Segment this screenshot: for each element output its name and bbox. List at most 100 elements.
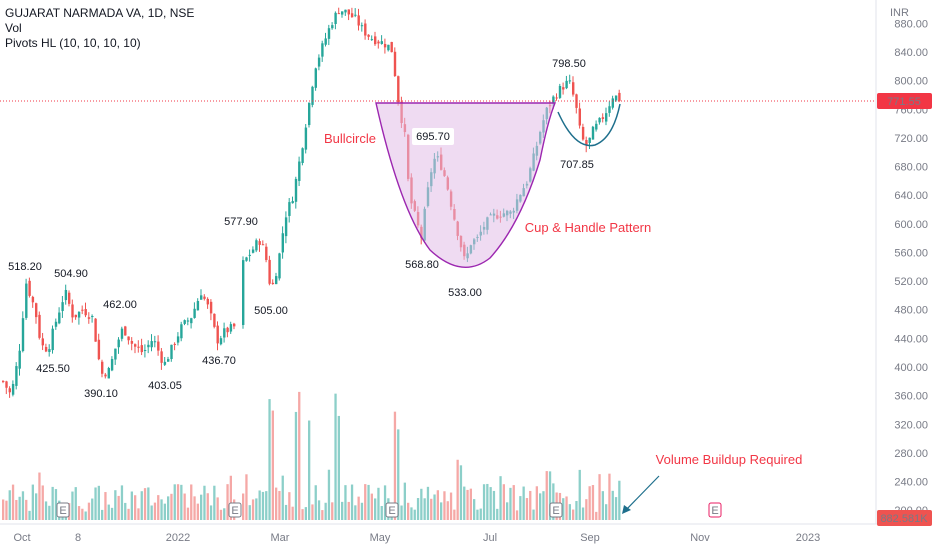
volume-bar	[77, 506, 81, 520]
symbol-title[interactable]: GUJARAT NARMADA VA, 1D, NSE	[5, 6, 195, 20]
candle-body	[281, 233, 284, 253]
volume-bar	[476, 509, 479, 520]
chart-annotation-text: Volume Buildup Required	[656, 452, 803, 467]
chart-annotation-text: Bullcircle	[324, 131, 376, 146]
volume-bar	[502, 484, 505, 520]
volume-bar	[377, 487, 380, 520]
candle-body	[578, 108, 581, 126]
volume-bar	[28, 510, 31, 520]
volume-bar	[542, 491, 545, 520]
candle-body	[591, 126, 595, 140]
handle-pattern-curve[interactable]	[557, 103, 621, 147]
candle-body	[143, 349, 147, 351]
volume-bar	[423, 498, 426, 520]
candle-body	[397, 76, 400, 103]
pivot-label: 403.05	[148, 380, 182, 392]
earnings-marker[interactable]	[385, 502, 399, 518]
candle-body	[618, 92, 621, 101]
candle-body	[233, 323, 236, 327]
cup-pattern-shape[interactable]	[375, 102, 557, 268]
candle-body	[15, 366, 18, 386]
volume-bar	[268, 399, 271, 520]
volume-bar	[104, 492, 107, 520]
volume-bar	[522, 486, 525, 520]
volume-bar	[605, 504, 608, 520]
candle-body	[8, 388, 11, 393]
candle-body	[301, 148, 304, 163]
volume-bar	[41, 485, 44, 520]
candle-body	[304, 127, 308, 150]
volume-bar	[601, 491, 604, 520]
candle-body	[74, 314, 77, 318]
candle-body	[81, 309, 84, 311]
candle-body	[124, 326, 127, 336]
volume-bar	[120, 485, 124, 520]
candle-body	[38, 314, 41, 338]
candle-body	[196, 300, 200, 311]
pivots-indicator-label[interactable]: Pivots HL (10, 10, 10, 10)	[5, 36, 141, 50]
candle-body	[311, 86, 314, 105]
volume-bar	[403, 482, 406, 520]
currency-label: INR	[890, 7, 909, 19]
volume-bar	[140, 491, 143, 520]
volume-bar	[397, 429, 400, 520]
volume-bar	[160, 499, 163, 520]
candle-body	[137, 346, 140, 348]
volume-bar	[25, 499, 28, 520]
candle-body	[223, 328, 226, 338]
volume-bar	[562, 498, 565, 520]
candle-body	[18, 350, 21, 369]
volume-bar	[383, 485, 387, 520]
volume-bar	[433, 494, 436, 520]
volume-bar	[426, 486, 430, 520]
volume-bar	[453, 509, 456, 520]
candle-body	[562, 87, 565, 90]
earnings-marker[interactable]	[228, 502, 242, 518]
volume-bar	[525, 498, 529, 520]
candle-body	[337, 13, 341, 15]
volume-bar	[489, 487, 492, 520]
candle-body	[64, 289, 68, 301]
candle-body	[97, 339, 101, 360]
volume-bar	[552, 483, 555, 520]
price-tick-label: 560.00	[894, 247, 928, 259]
volume-arrow-head	[622, 505, 631, 514]
volume-bar	[611, 490, 614, 520]
candle-body	[84, 309, 87, 316]
volume-bar	[469, 488, 472, 520]
candle-body	[167, 359, 170, 362]
last-price-value: 771.55	[887, 96, 921, 108]
volume-arrow-line	[623, 475, 660, 513]
volume-bar	[370, 493, 373, 520]
earnings-marker[interactable]	[56, 502, 70, 518]
candle-body	[251, 249, 255, 253]
candle-body	[558, 85, 562, 98]
volume-bar	[568, 504, 571, 520]
candle-body	[71, 304, 74, 318]
volume-bar	[245, 474, 248, 520]
volume-bar	[420, 488, 423, 520]
volume-bar	[410, 507, 413, 520]
volume-bar	[190, 484, 193, 520]
volume-bar	[509, 487, 512, 520]
candle-body	[157, 341, 160, 351]
earnings-marker[interactable]	[549, 502, 563, 518]
volume-bar	[341, 501, 344, 520]
volume-bar	[91, 498, 94, 520]
volume-bar	[499, 476, 502, 520]
candle-body	[242, 260, 245, 325]
volume-bar	[588, 486, 591, 520]
volume-bar	[137, 508, 140, 520]
candle-body	[68, 292, 71, 304]
volume-bar	[223, 508, 226, 520]
candle-body	[5, 381, 8, 388]
volume-indicator-label[interactable]: Vol	[5, 21, 22, 35]
volume-bar	[127, 508, 130, 520]
volume-bar	[242, 493, 245, 520]
volume-bar	[84, 511, 87, 520]
volume-bar	[18, 496, 21, 520]
candle-body	[344, 9, 347, 13]
earnings-marker[interactable]	[708, 502, 722, 518]
candle-body	[44, 346, 48, 352]
